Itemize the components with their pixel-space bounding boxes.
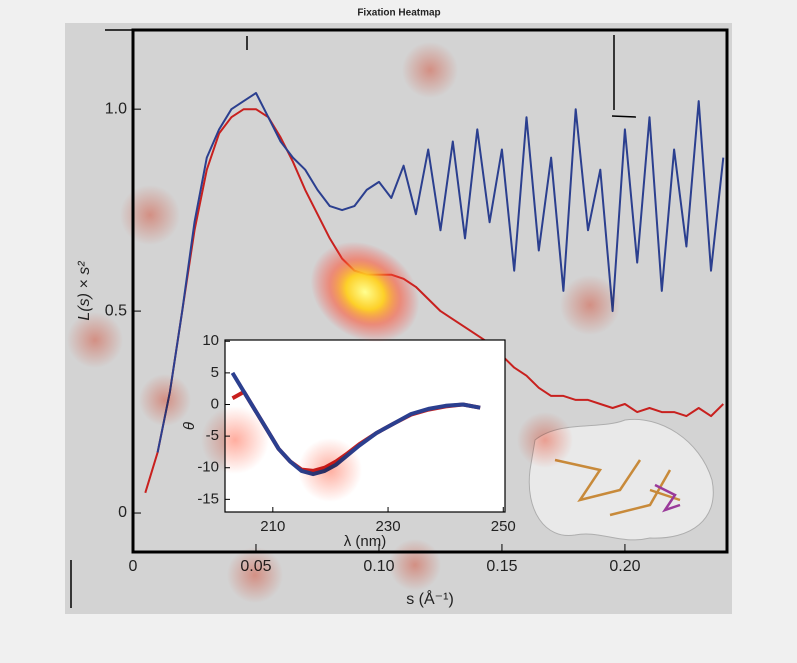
y-tick-label: -15 xyxy=(197,490,219,507)
series-line xyxy=(144,108,725,494)
fixation-heatmap xyxy=(67,42,620,603)
y-tick-label: 0.5 xyxy=(105,302,127,319)
y-axis-label: L(s) × s² xyxy=(76,261,93,321)
stray-marks xyxy=(70,29,637,608)
x-tick-label: 0.15 xyxy=(486,558,517,575)
y-axis-label: θ xyxy=(181,422,198,430)
protein-structure xyxy=(528,418,714,541)
y-tick-label: 1.0 xyxy=(105,100,127,117)
y-tick-label: 5 xyxy=(211,364,219,381)
series-line xyxy=(156,92,725,453)
fixation-hotspot xyxy=(310,241,420,343)
x-tick-label: 0.10 xyxy=(363,558,394,575)
y-tick-label: 0 xyxy=(118,504,127,521)
x-tick-label: 230 xyxy=(376,518,401,535)
x-tick-label: 0.20 xyxy=(609,558,640,575)
x-tick-label: 210 xyxy=(260,518,285,535)
x-axis-label: s (Å⁻¹) xyxy=(406,589,454,608)
plot-background xyxy=(225,340,505,512)
x-axis-label: λ (nm) xyxy=(344,533,387,550)
y-tick-label: 10 xyxy=(202,332,219,349)
figure-title: Fixation Heatmap xyxy=(357,8,440,19)
y-tick-label: 0 xyxy=(211,395,219,412)
x-tick-label: 0 xyxy=(129,558,138,575)
x-tick-label: 250 xyxy=(491,518,516,535)
